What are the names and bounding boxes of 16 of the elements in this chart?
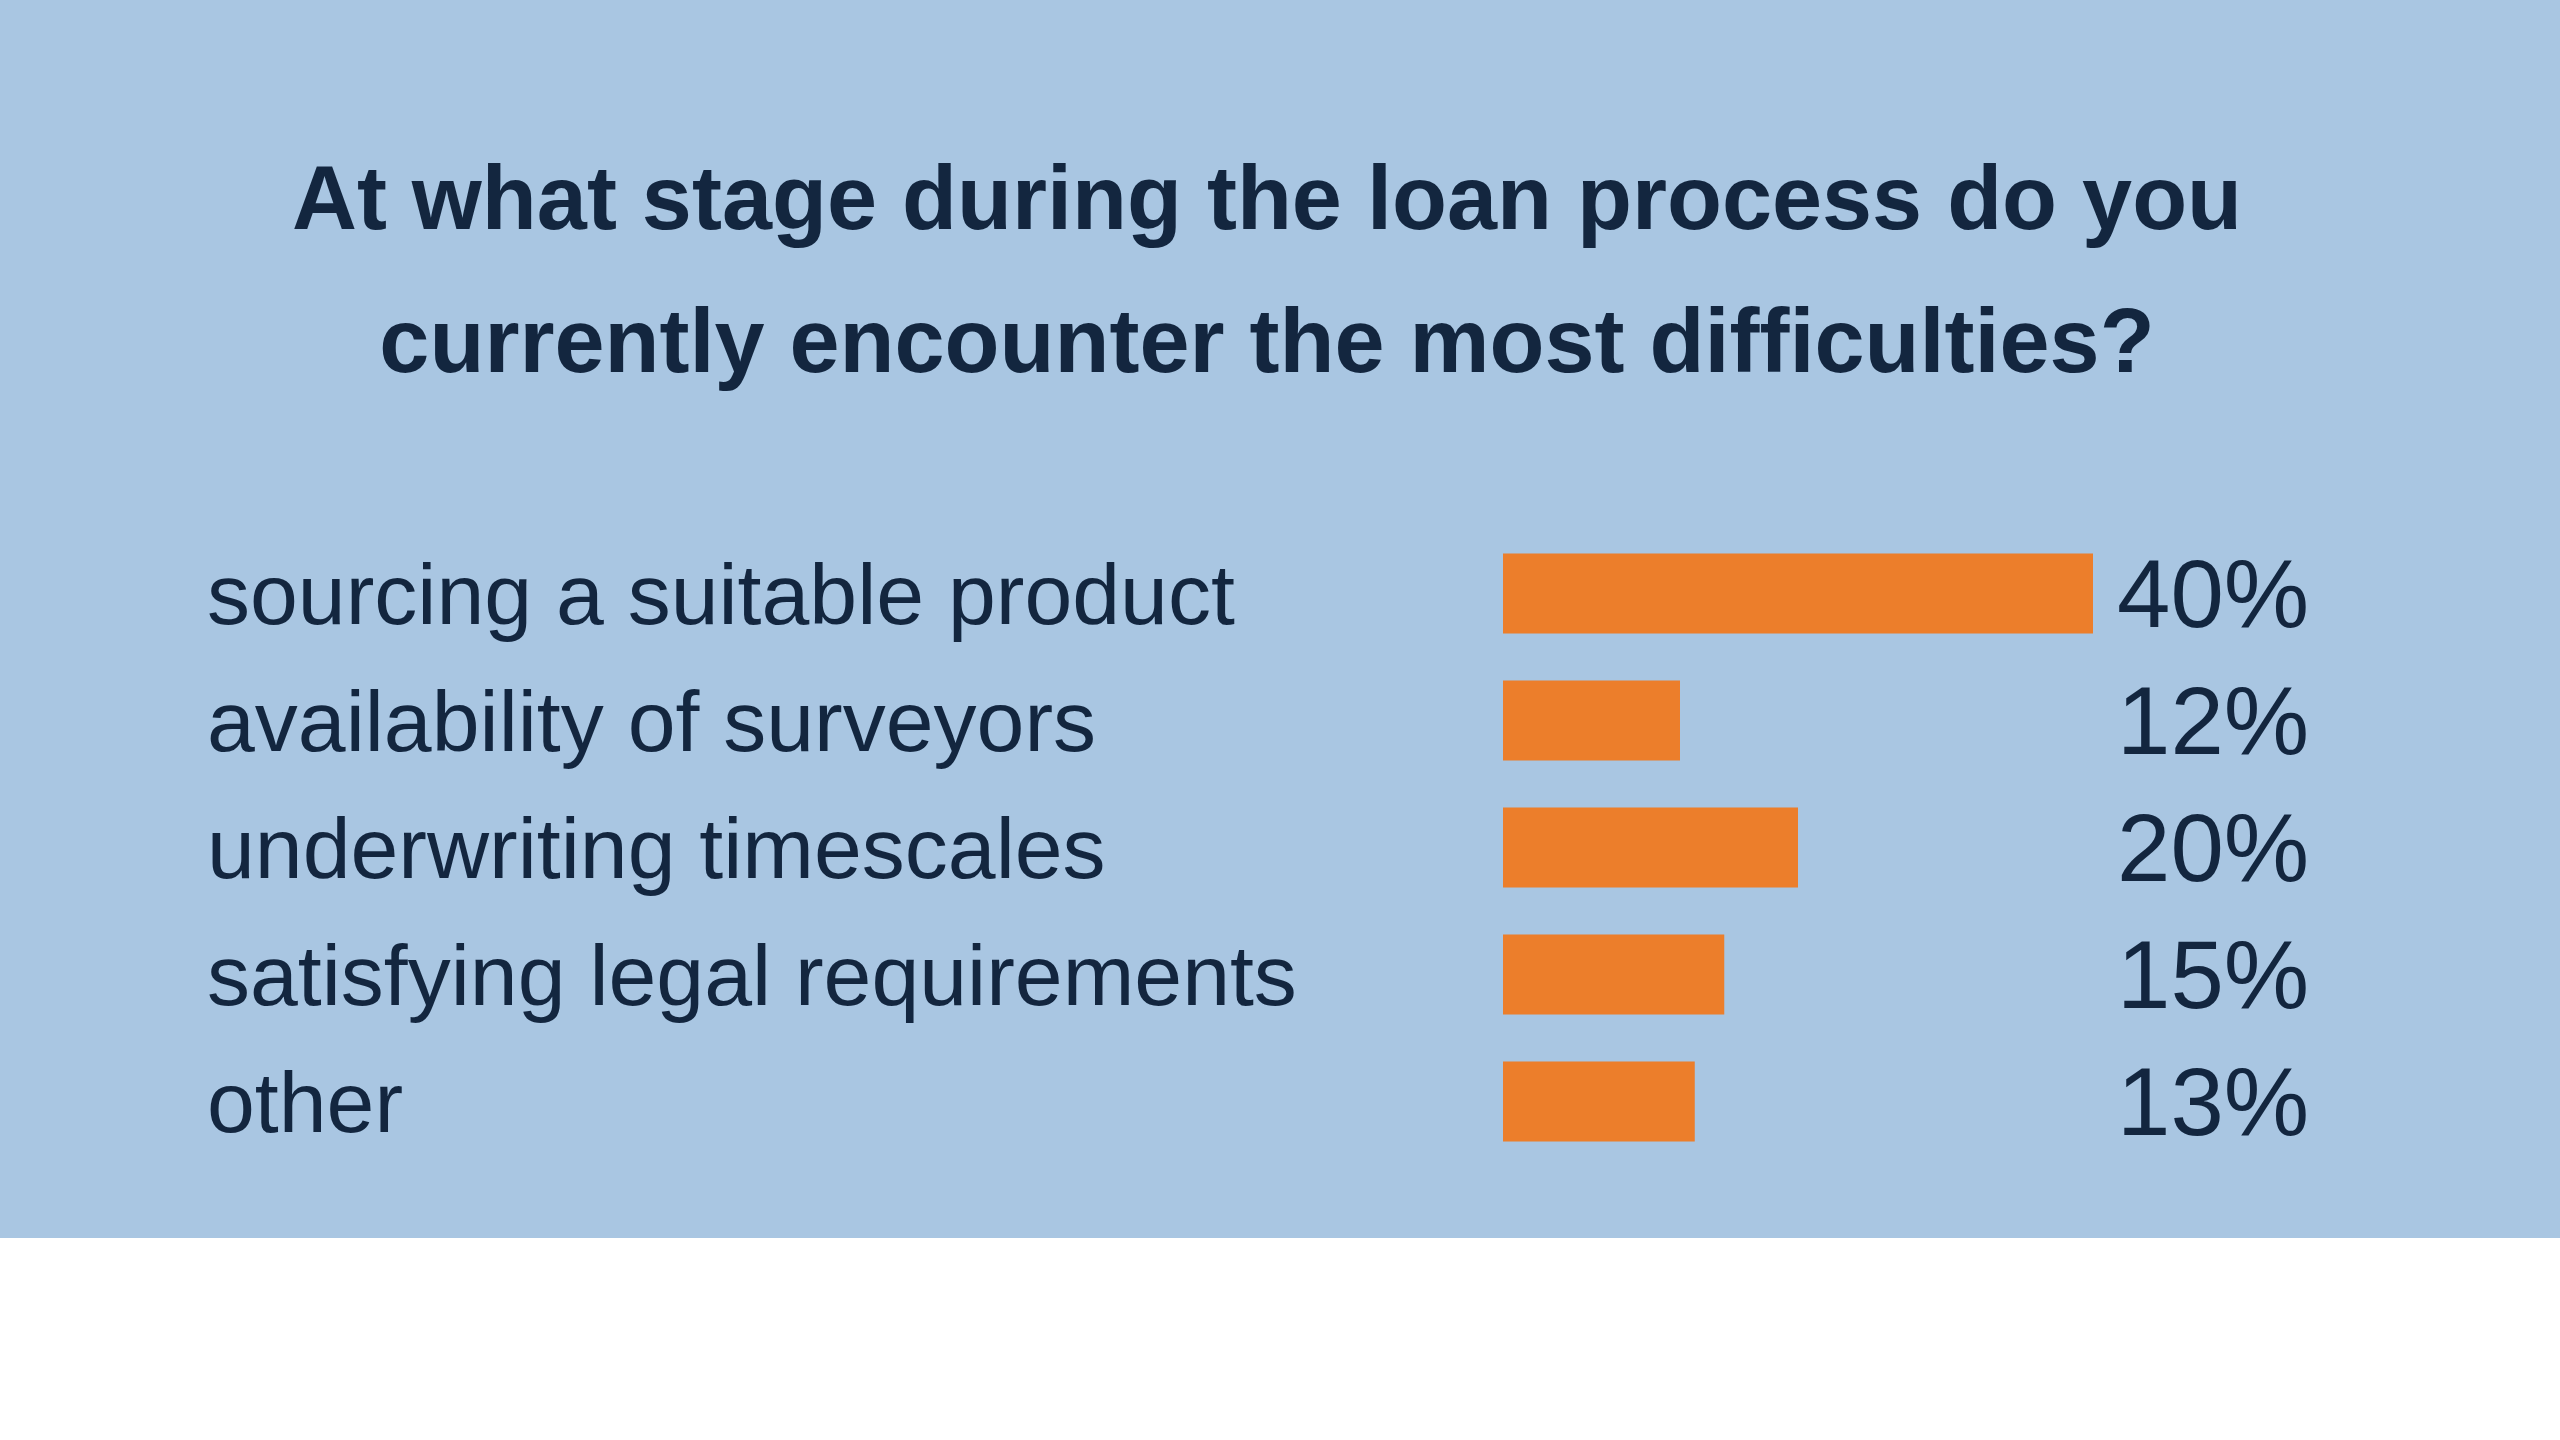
data-label: 40% [2117,540,2310,647]
data-label: 15% [2117,921,2310,1028]
y-tick-label: other [207,1053,404,1150]
bar [1503,680,1680,761]
chart-title: At what stage during the loan process do you currently encounter the most difficulties? [291,148,2243,391]
bar [1503,1061,1695,1142]
bar [1503,553,2093,634]
bar [1503,807,1798,888]
y-tick-label: sourcing a suitable product [207,545,1235,642]
data-label: 20% [2117,794,2310,901]
data-label: 12% [2117,667,2310,774]
y-tick-label: availability of surveyors [207,672,1097,769]
y-tick-label: satisfying legal requirements [207,926,1297,1023]
y-tick-label: underwriting timescales [207,799,1106,896]
data-label: 13% [2117,1048,2310,1155]
bar [1503,934,1725,1015]
